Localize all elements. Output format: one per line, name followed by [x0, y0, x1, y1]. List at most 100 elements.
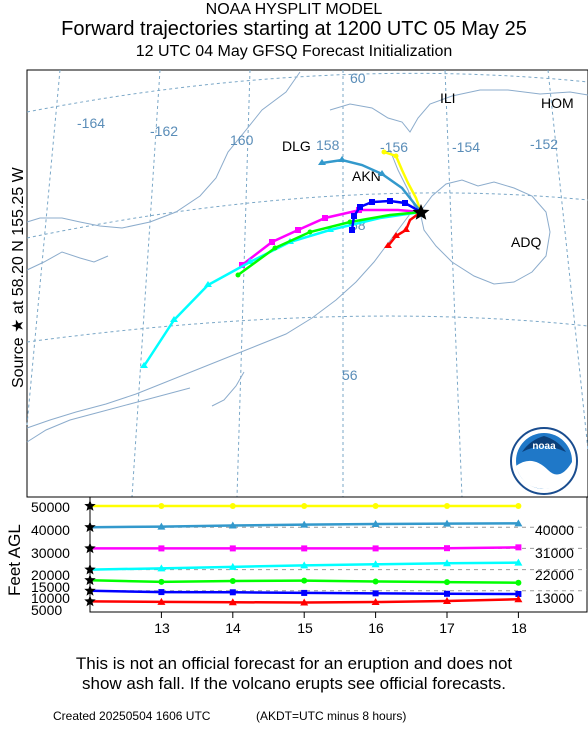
- map-panel: -164 -162 160 158 -156 -154 -152 60 58 5…: [26, 69, 588, 498]
- created-timestamp: Created 20250504 1606 UTC: [53, 709, 211, 723]
- series-30000ft-point: [515, 544, 522, 551]
- y-tick-right: 40000: [535, 522, 574, 538]
- noaa-logo-text: noaa: [532, 441, 556, 452]
- series-30000ft-point: [229, 545, 236, 552]
- series-15000ft-point: [229, 578, 236, 585]
- source-star-icon: [84, 500, 96, 511]
- map-graticule: [26, 69, 588, 498]
- series-10000ft-point: [301, 589, 308, 596]
- series-40000ft-point: [443, 519, 451, 527]
- series-50000ft-point: [229, 503, 236, 509]
- disclaimer-line-1: This is not an official forecast for an …: [75, 654, 513, 673]
- trajectory-5000ft-markers: [384, 226, 410, 248]
- trajectory-15000ft: [237, 210, 422, 277]
- noaa-logo-wave: [516, 460, 572, 490]
- series-20000ft-point: [157, 564, 166, 572]
- series-10000ft-point: [229, 589, 236, 596]
- trajectory-marker: [140, 362, 148, 368]
- series-50000ft-point: [158, 503, 165, 509]
- trajectory-marker: [392, 232, 400, 238]
- map-trajectories: [140, 149, 430, 368]
- series-10000ft-point: [444, 590, 450, 597]
- place-label-akn: AKN: [352, 168, 381, 184]
- series-5000ft-point: [371, 598, 380, 606]
- x-tick: 13: [154, 620, 170, 636]
- map-labels: -164 -162 160 158 -156 -154 -152 60 58 5…: [77, 70, 574, 383]
- trajectory-marker: [381, 149, 387, 155]
- source-star-icon: [412, 204, 430, 220]
- source-star-icon: [84, 521, 96, 533]
- trajectory-marker: [246, 258, 254, 264]
- series-15000ft-point: [301, 577, 308, 584]
- trajectory-40000ft-markers: [318, 156, 386, 176]
- y-tick-left: 15000: [31, 579, 70, 595]
- trajectory-marker: [235, 272, 241, 278]
- series-5000ft-point: [157, 597, 166, 605]
- lon-label: -154: [452, 139, 480, 155]
- source-star-icon: [84, 584, 96, 596]
- trajectory-marker: [357, 204, 363, 210]
- height-panel: 50000 40000 30000 20000 15000 10000 5000…: [31, 496, 588, 636]
- trajectory-marker: [322, 215, 328, 221]
- trajectory-marker: [402, 226, 410, 232]
- height-series: [84, 500, 523, 607]
- source-star-icon: [84, 595, 96, 607]
- title-line-2: Forward trajectories starting at 1200 UT…: [61, 18, 527, 40]
- akdt-note: (AKDT=UTC minus 8 hours): [256, 709, 407, 723]
- trajectory-50000ft-markers: [381, 149, 399, 159]
- series-30000ft-point: [158, 545, 165, 552]
- trajectory-marker: [384, 242, 392, 248]
- x-tick: 17: [439, 620, 455, 636]
- series-30000ft-point: [444, 545, 450, 552]
- series-5000ft-point: [514, 595, 523, 603]
- series-40000ft-point: [157, 522, 166, 530]
- series-50000ft-point: [301, 503, 308, 509]
- series-20000ft-point: [300, 561, 309, 569]
- trajectory-marker: [393, 153, 399, 159]
- y-tick-right: 22000: [535, 567, 574, 583]
- lon-label: -156: [380, 139, 408, 155]
- trajectory-10000ft-markers: [349, 198, 408, 233]
- series-20000ft-point: [443, 559, 451, 567]
- trajectory-marker: [378, 170, 386, 176]
- series-30000ft-point: [372, 545, 379, 552]
- place-label-dlg: DLG: [282, 138, 311, 154]
- series-40000ft-point: [300, 520, 309, 528]
- y-tick-left: 20000: [31, 567, 70, 583]
- y-tick-right: 31000: [535, 545, 574, 561]
- series-20000ft-point: [514, 558, 523, 566]
- series-10000ft-point: [515, 590, 522, 597]
- y-tick-right: 13000: [535, 590, 574, 606]
- source-star-icon: [84, 563, 96, 575]
- trajectory-marker: [204, 281, 212, 287]
- trajectory-marker: [338, 156, 346, 162]
- series-15000ft-point: [372, 578, 379, 585]
- noaa-logo: noaa: [510, 427, 578, 495]
- trajectory-marker: [170, 316, 178, 322]
- trajectory-marker: [351, 213, 357, 219]
- trajectory-40000ft: [321, 158, 422, 213]
- series-15000ft-point: [444, 579, 450, 586]
- series-50000ft-point: [515, 503, 522, 509]
- source-location-label: Source ★ at 58.20 N 155.25 W: [10, 167, 27, 388]
- series-20000ft-point: [228, 562, 237, 570]
- trajectory-marker: [295, 227, 301, 233]
- trajectory-marker: [307, 229, 313, 235]
- source-star-icon: [84, 574, 96, 586]
- series-15000ft-point: [515, 579, 522, 586]
- trajectory-marker: [349, 227, 355, 233]
- y-tick-left: 50000: [31, 499, 70, 515]
- series-50000ft-point: [444, 503, 450, 509]
- series-20000ft-point: [371, 560, 380, 568]
- place-label-hom: HOM: [541, 95, 574, 111]
- y-tick-left: 10000: [31, 590, 70, 606]
- series-50000ft-point: [372, 503, 379, 509]
- height-tick-labels: 50000 40000 30000 20000 15000 10000 5000…: [31, 499, 574, 636]
- y-tick-left: 5000: [31, 602, 62, 618]
- title-line-1: NOAA HYSPLIT MODEL: [205, 1, 383, 18]
- x-tick: 15: [297, 620, 313, 636]
- x-tick: 14: [225, 620, 241, 636]
- y-tick-left: 40000: [31, 522, 70, 538]
- lat-label: 60: [350, 70, 366, 86]
